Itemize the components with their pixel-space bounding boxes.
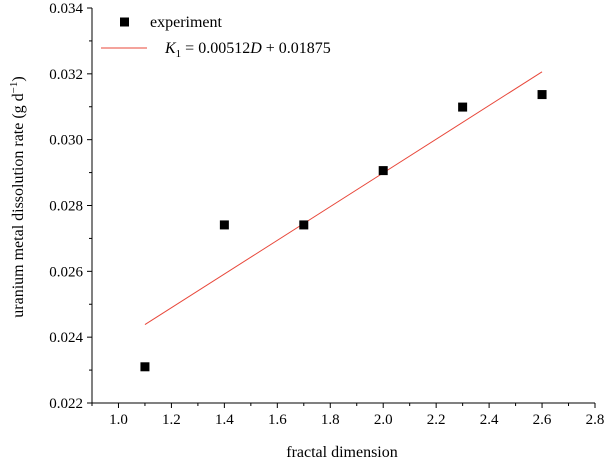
y-axis-title-unit-exponent: −1 xyxy=(8,82,20,94)
x-tick-label: 2.0 xyxy=(374,412,393,428)
y-tick-label: 0.022 xyxy=(49,396,83,412)
fit-line xyxy=(144,71,543,326)
data-point xyxy=(219,220,229,230)
y-tick-label: 0.026 xyxy=(49,264,83,280)
data-point xyxy=(378,166,388,176)
fit-var-k-subscript: 1 xyxy=(176,48,182,60)
x-tick-label: 2.8 xyxy=(586,412,604,428)
fit-var-k: K xyxy=(164,40,177,57)
data-point xyxy=(140,362,150,372)
x-tick-label: 1.2 xyxy=(162,412,181,428)
legend-marker-experiment xyxy=(120,17,129,27)
legend-label-experiment: experiment xyxy=(150,14,223,31)
y-axis-title: uranium metal dissolution rate (g d−1) xyxy=(8,76,27,317)
y-axis-title-main: uranium metal dissolution rate (g d xyxy=(10,93,27,317)
fit-eq-intercept: + 0.01875 xyxy=(262,40,331,57)
legend-label-fit: K1 = 0.00512D + 0.01875 xyxy=(164,40,331,60)
legend: experiment K1 = 0.00512D + 0.01875 xyxy=(101,14,331,60)
x-tick-label: 1.0 xyxy=(109,412,128,428)
x-tick-label: 1.8 xyxy=(321,412,340,428)
fit-eq-coefficient: = 0.00512 xyxy=(181,40,250,57)
x-tick-label: 1.6 xyxy=(268,412,287,428)
y-tick-label: 0.028 xyxy=(49,199,83,215)
y-tick-label: 0.024 xyxy=(49,330,83,346)
x-tick-label: 2.2 xyxy=(427,412,446,428)
plot-area xyxy=(91,8,595,404)
x-tick-label: 2.6 xyxy=(533,412,552,428)
x-tick-label: 2.4 xyxy=(480,412,499,428)
y-axis-title-close: ) xyxy=(10,76,27,81)
y-tick-label: 0.032 xyxy=(49,67,83,83)
data-point xyxy=(299,220,309,230)
data-point xyxy=(458,102,468,112)
x-tick-label: 1.4 xyxy=(215,412,234,428)
y-axis: 0.022 0.024 0.026 0.028 0.030 0.032 0.034 xyxy=(49,1,92,412)
y-tick-label: 0.030 xyxy=(49,133,83,149)
x-axis: 1.0 1.2 1.4 1.6 1.8 2.0 2.2 2.4 2.6 2.8 xyxy=(91,403,604,428)
x-axis-title: fractal dimension xyxy=(286,444,398,461)
y-tick-label: 0.034 xyxy=(49,1,83,17)
series-layer xyxy=(140,71,547,372)
data-point xyxy=(537,90,547,100)
fit-var-d: D xyxy=(249,40,262,57)
